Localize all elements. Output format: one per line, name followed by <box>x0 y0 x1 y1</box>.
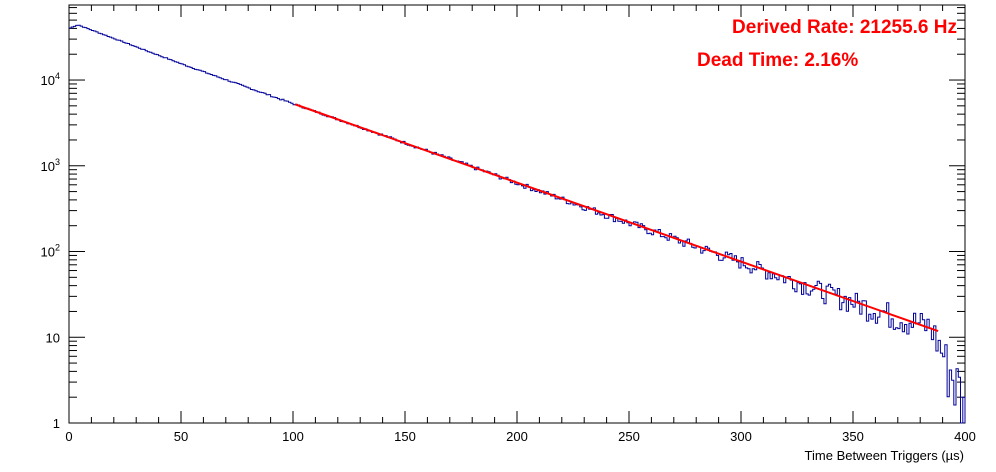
y-axis: 1 10 102 103 104 <box>41 7 965 431</box>
derived-rate-annotation: Derived Rate: 21255.6 Hz <box>732 17 957 38</box>
y-tick-label: 104 <box>41 71 60 88</box>
x-tick-label: 200 <box>506 429 528 444</box>
x-tick-label: 250 <box>618 429 640 444</box>
x-tick-label: 0 <box>65 429 72 444</box>
histogram-series <box>69 24 966 424</box>
x-tick-label: 400 <box>954 429 976 444</box>
x-axis: 0 50 100 150 200 250 300 350 400 <box>65 5 976 444</box>
x-tick-label: 300 <box>730 429 752 444</box>
dead-time-annotation: Dead Time: 2.16% <box>697 50 858 71</box>
fit-line <box>294 103 939 333</box>
x-tick-label: 50 <box>174 429 188 444</box>
x-tick-label: 150 <box>394 429 416 444</box>
x-tick-label: 350 <box>842 429 864 444</box>
y-tick-label: 103 <box>41 157 60 174</box>
y-tick-label: 1 <box>53 416 60 431</box>
y-tick-label: 102 <box>41 243 60 260</box>
y-tick-label: 10 <box>46 330 60 345</box>
x-tick-label: 100 <box>282 429 304 444</box>
x-axis-title: Time Between Triggers (µs) <box>805 448 964 463</box>
